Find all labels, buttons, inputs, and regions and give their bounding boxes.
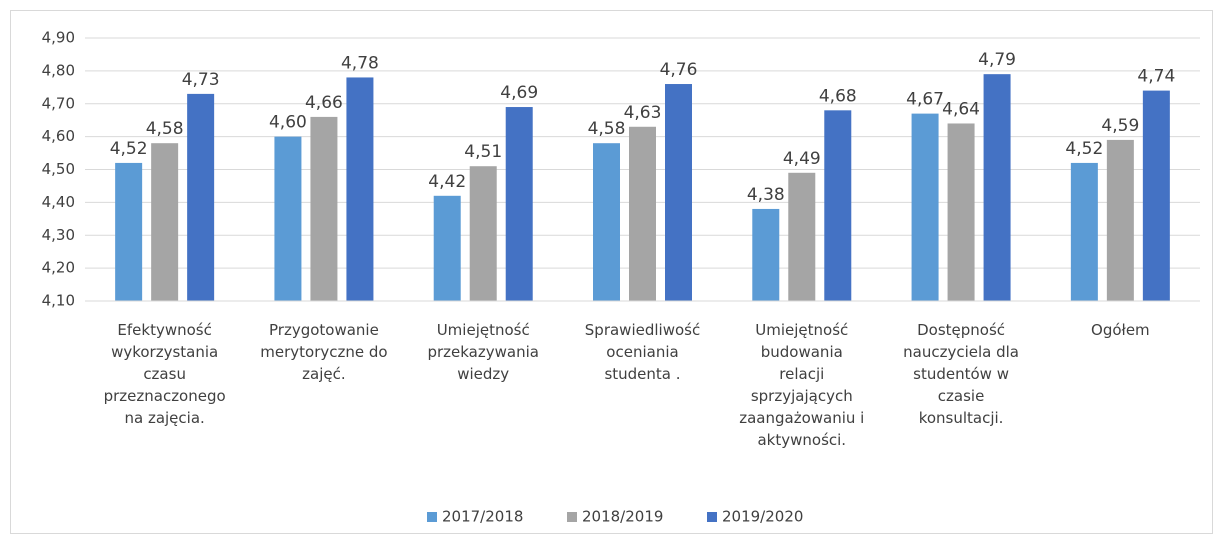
bar bbox=[665, 84, 692, 302]
x-tick-label: Przygotowanie merytoryczne do zajęć. bbox=[260, 321, 387, 383]
x-tick-label: Umiejętność przekazywania wiedzy bbox=[427, 321, 538, 383]
bar bbox=[151, 143, 179, 301]
legend-label: 2017/2018 bbox=[442, 508, 523, 526]
legend-swatch bbox=[427, 512, 437, 522]
bar bbox=[824, 110, 852, 301]
bar bbox=[1142, 90, 1170, 301]
y-tick-label: 4,70 bbox=[42, 94, 75, 112]
legend-label: 2018/2019 bbox=[582, 508, 663, 526]
data-label: 4,73 bbox=[182, 70, 220, 90]
y-tick-label: 4,10 bbox=[42, 292, 75, 310]
legend-swatch bbox=[707, 512, 717, 522]
data-label: 4,49 bbox=[783, 149, 821, 169]
y-tick-label: 4,20 bbox=[42, 259, 75, 277]
x-tick-label: Dostępność nauczyciela dla studentów w czas… bbox=[903, 321, 1019, 427]
bar bbox=[947, 123, 975, 301]
bar bbox=[346, 77, 374, 301]
y-tick-label: 4,60 bbox=[42, 127, 75, 145]
x-tick-label: Ogółem bbox=[1091, 321, 1150, 339]
data-label: 4,59 bbox=[1101, 116, 1139, 136]
y-tick-label: 4,50 bbox=[42, 160, 75, 178]
data-label: 4,76 bbox=[660, 60, 698, 80]
bar bbox=[752, 208, 780, 301]
x-tick-label: Umiejętność budowania relacji sprzyjających… bbox=[739, 321, 864, 449]
data-label: 4,68 bbox=[819, 86, 857, 106]
bar bbox=[593, 143, 620, 301]
bar bbox=[1070, 162, 1098, 301]
data-label: 4,60 bbox=[269, 113, 307, 133]
y-tick-label: 4,30 bbox=[42, 226, 75, 244]
data-label: 4,52 bbox=[1065, 139, 1103, 159]
data-label: 4,74 bbox=[1137, 67, 1175, 87]
data-label: 4,58 bbox=[588, 119, 626, 139]
bar bbox=[433, 195, 461, 301]
bar bbox=[983, 74, 1011, 301]
bar bbox=[187, 93, 215, 301]
bar bbox=[788, 172, 816, 301]
x-tick-label: Sprawiedliwość oceniania studenta . bbox=[585, 321, 700, 383]
bar bbox=[469, 166, 497, 301]
legend-label: 2019/2020 bbox=[722, 508, 803, 526]
data-label: 4,79 bbox=[978, 50, 1016, 70]
bar bbox=[310, 116, 338, 302]
data-label: 4,52 bbox=[110, 139, 148, 159]
y-tick-label: 4,40 bbox=[42, 193, 75, 211]
y-tick-label: 4,90 bbox=[42, 29, 75, 47]
x-tick-label: Efektywność wykorzystania czasu przeznaczon… bbox=[104, 321, 226, 427]
data-label: 4,69 bbox=[500, 83, 538, 103]
bar bbox=[911, 113, 939, 301]
bar bbox=[505, 107, 533, 301]
data-label: 4,63 bbox=[624, 103, 662, 123]
bar bbox=[274, 136, 302, 301]
data-label: 4,51 bbox=[464, 142, 502, 162]
data-label: 4,78 bbox=[341, 53, 379, 73]
bar bbox=[629, 126, 656, 301]
legend-swatch bbox=[567, 512, 577, 522]
data-label: 4,38 bbox=[747, 185, 785, 205]
data-label: 4,64 bbox=[942, 99, 980, 119]
data-label: 4,42 bbox=[428, 172, 466, 192]
data-label: 4,66 bbox=[305, 93, 343, 113]
bar bbox=[115, 162, 143, 301]
bar bbox=[1106, 139, 1134, 301]
data-label: 4,67 bbox=[906, 90, 944, 110]
y-tick-label: 4,80 bbox=[42, 61, 75, 79]
data-label: 4,58 bbox=[146, 119, 184, 139]
